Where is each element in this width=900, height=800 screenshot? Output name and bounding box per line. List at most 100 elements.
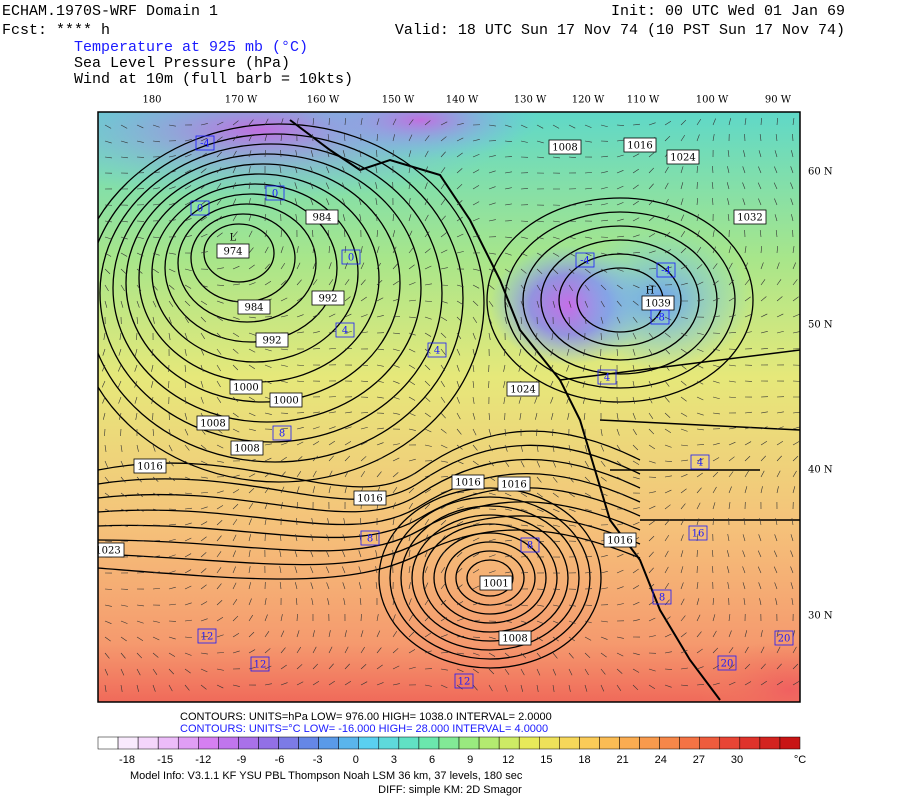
wind-barb [664,412,671,418]
wind-barb [760,680,768,686]
pressure-label-box [353,490,387,506]
wind-barb [792,262,796,270]
wind-barb [328,440,336,446]
wind-barb [680,459,688,462]
wind-barb [184,507,192,510]
wind-barb [456,216,463,222]
pressure-label: 974 [223,247,242,258]
wind-barb [184,380,186,388]
wind-barb [760,246,763,254]
wind-barb [599,396,602,404]
wind-barb [472,684,478,691]
wind-barb [200,216,207,222]
pressure-label: 1032 [737,213,762,224]
wind-barb [296,427,304,430]
wind-barb [168,170,176,174]
wind-barb [392,134,396,142]
wind-barb [440,535,446,542]
wind-barb [264,457,272,462]
wind-barb [342,566,346,574]
wind-barb [472,316,478,324]
wind-barb [440,332,447,339]
pressure-label-box [506,381,540,397]
wind-barb [648,122,656,126]
wind-barb [616,202,624,206]
wind-barb [102,412,106,420]
wind-barb [200,521,208,526]
wind-barb [488,155,496,158]
wind-barb [376,647,382,654]
wind-barb [775,134,778,142]
wind-barb [535,412,538,420]
wind-barb [136,668,141,676]
wind-barb [488,554,496,558]
wind-barb [680,444,688,447]
colorbar-tick-label: -15 [157,754,173,766]
wind-barb [744,411,752,414]
wind-barb [134,364,138,372]
wind-barb [280,380,288,383]
wind-barb [680,615,686,622]
wind-barb [520,604,528,607]
wind-barb [104,428,106,437]
wind-barb [488,570,496,574]
wind-barb [584,652,591,659]
wind-barb [342,534,346,542]
wind-barb [440,428,447,434]
wind-barb [728,647,734,654]
contour-labels: 1008 101610249749849849929921000100010081… [98,135,794,689]
wind-barb [296,279,302,286]
wind-barb [408,487,415,494]
wind-barb [325,550,330,558]
wind-barb [632,601,640,606]
wind-barb [408,534,411,542]
wind-barb [342,150,346,158]
wind-barb [360,630,364,638]
wind-barb [376,118,380,126]
wind-barb [712,298,720,302]
wind-barb [440,316,448,321]
wind-barb [744,470,749,478]
colorbar-swatch [318,736,339,750]
wind-barb [117,380,122,388]
wind-barb [696,684,704,686]
wind-barb [600,186,608,190]
temperature-label-box [272,425,292,441]
wind-barb [456,412,461,420]
wind-barb [680,582,684,590]
wind-barb [472,153,480,158]
wind-barb [408,198,411,206]
wind-barb [104,460,109,468]
wind-barb [616,124,625,126]
wind-barb [104,588,113,590]
isobar [558,253,682,347]
pressure-label: 1039 [645,299,670,310]
wind-barb [342,198,346,206]
temperature-label-box [690,454,710,470]
wind-barb [632,380,635,388]
wind-barb [168,603,176,606]
wind-barb [488,460,495,467]
wind-barb [392,614,396,622]
wind-barb [520,316,523,324]
wind-barb [392,683,400,686]
wind-barb [216,300,224,304]
wind-barb [584,284,590,291]
wind-barb [375,182,378,190]
wind-barb [359,518,362,526]
wind-barb [216,551,222,558]
wind-barb [184,316,189,324]
wind-barb [248,566,251,574]
wind-barb [392,412,400,415]
wind-barb [440,551,446,558]
wind-barb [616,460,623,466]
colorbar-swatch [238,736,259,750]
wind-barb [520,684,523,692]
wind-barb [648,233,656,238]
temperature-shading [98,112,800,702]
wind-barb [696,281,704,286]
wind-barb [168,476,176,482]
wind-barb [632,460,640,465]
pressure-label: 1024 [670,153,695,164]
wind-barb [136,604,144,607]
